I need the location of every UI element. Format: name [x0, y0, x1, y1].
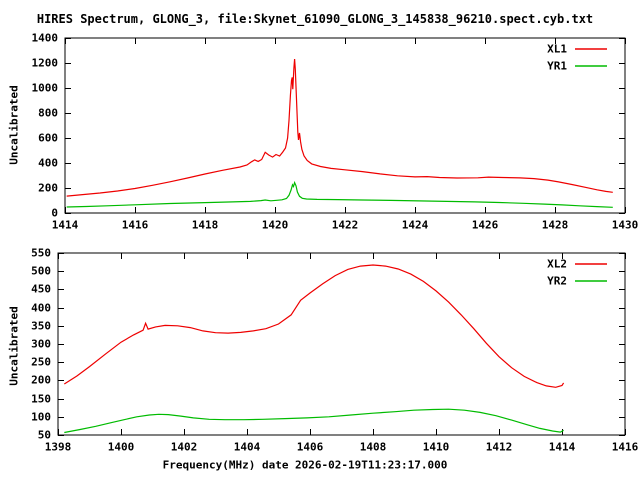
- y-tick-label: 450: [31, 282, 51, 296]
- y-tick-label: 0: [51, 206, 58, 220]
- series-curve-XL1: [66, 58, 613, 197]
- x-tick-label: 1424: [401, 218, 429, 232]
- y-tick-label: 500: [31, 264, 51, 278]
- y-tick-label: 600: [38, 131, 58, 145]
- series-curve-YR2: [64, 408, 564, 434]
- y-tick-label: 250: [31, 355, 51, 369]
- y-tick-label: 400: [31, 301, 51, 315]
- x-tick-label: 1410: [422, 440, 450, 454]
- legend-label: XL1: [547, 42, 567, 56]
- bottom-chart-y-axis-label: Uncalibrated: [7, 306, 21, 386]
- x-tick-label: 1428: [541, 218, 569, 232]
- y-tick-label: 1200: [31, 56, 59, 70]
- x-tick-label: 1406: [296, 440, 324, 454]
- legend-label: YR2: [547, 274, 567, 288]
- y-tick-label: 550: [31, 246, 51, 260]
- x-tick-label: 1398: [44, 440, 72, 454]
- x-tick-label: 1430: [611, 218, 639, 232]
- y-tick-label: 1400: [31, 31, 59, 45]
- x-tick-label: 1416: [611, 440, 639, 454]
- series-curve-YR1: [66, 180, 613, 208]
- y-tick-label: 400: [38, 156, 58, 170]
- x-tick-label: 1426: [471, 218, 499, 232]
- x-tick-label: 1412: [485, 440, 513, 454]
- x-tick-label: 1416: [121, 218, 149, 232]
- y-tick-label: 800: [38, 106, 58, 120]
- x-tick-label: 1408: [359, 440, 387, 454]
- x-tick-label: 1422: [331, 218, 359, 232]
- legend-label: YR1: [547, 59, 567, 73]
- y-tick-label: 200: [38, 181, 58, 195]
- x-tick-label: 1414: [548, 440, 576, 454]
- y-tick-label: 100: [31, 410, 51, 424]
- legend-label: XL2: [547, 257, 567, 271]
- y-tick-label: 200: [31, 373, 51, 387]
- y-tick-label: 300: [31, 337, 51, 351]
- x-tick-label: 1404: [233, 440, 261, 454]
- x-tick-label: 1414: [51, 218, 79, 232]
- y-tick-label: 50: [37, 428, 51, 442]
- bottom-chart-x-axis-label: Frequency(MHz) date 2026-02-19T11:23:17.…: [162, 458, 448, 472]
- x-tick-label: 1418: [191, 218, 219, 232]
- x-tick-label: 1420: [261, 218, 289, 232]
- top-chart-y-axis-label: Uncalibrated: [7, 85, 21, 165]
- x-tick-label: 1400: [107, 440, 135, 454]
- x-tick-label: 1402: [170, 440, 198, 454]
- y-tick-label: 150: [31, 392, 51, 406]
- y-tick-label: 350: [31, 319, 51, 333]
- y-tick-label: 1000: [31, 81, 59, 95]
- plot-title: HIRES Spectrum, GLONG_3, file:Skynet_610…: [36, 12, 594, 26]
- series-curve-XL2: [63, 264, 565, 388]
